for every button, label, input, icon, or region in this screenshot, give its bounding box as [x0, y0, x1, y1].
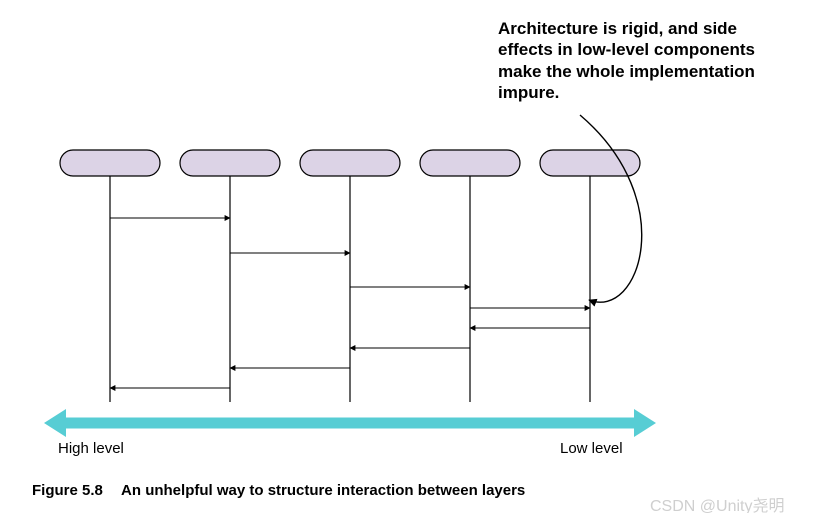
axis-label-low: Low level	[560, 440, 623, 457]
layer-box-4	[540, 150, 640, 176]
figure-caption: Figure 5.8 An unhelpful way to structure…	[32, 482, 525, 499]
layer-box-2	[300, 150, 400, 176]
figure-title: An unhelpful way to structure interactio…	[121, 482, 525, 499]
watermark-text: CSDN @Unity尧明	[650, 492, 784, 513]
figure-number: Figure 5.8	[32, 482, 103, 499]
annotation-text: Architecture is rigid, and side effects …	[498, 18, 778, 103]
layer-box-1	[180, 150, 280, 176]
level-double-arrow	[44, 409, 656, 437]
layer-box-3	[420, 150, 520, 176]
annotation-arrow	[580, 115, 642, 302]
layer-box-0	[60, 150, 160, 176]
axis-label-high: High level	[58, 440, 124, 457]
